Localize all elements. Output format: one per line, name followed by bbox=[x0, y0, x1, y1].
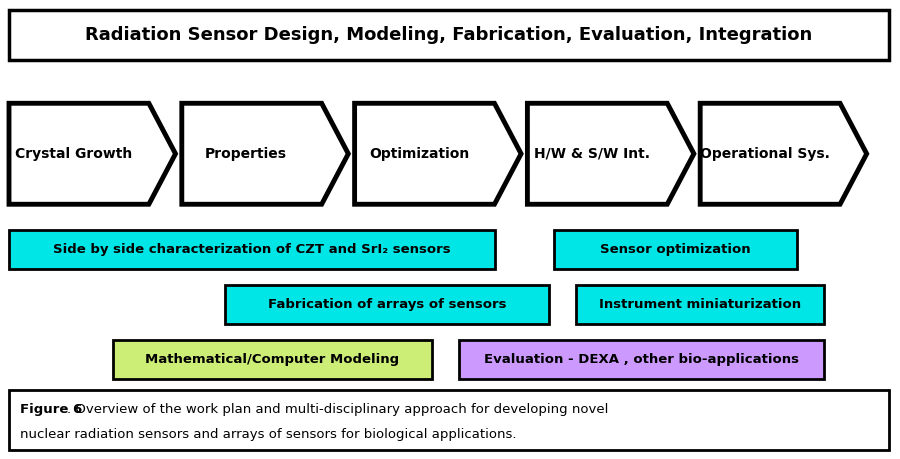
Text: Crystal Growth: Crystal Growth bbox=[14, 147, 132, 161]
Text: Fabrication of arrays of sensors: Fabrication of arrays of sensors bbox=[268, 297, 506, 311]
FancyBboxPatch shape bbox=[9, 230, 495, 269]
FancyBboxPatch shape bbox=[554, 230, 796, 269]
Polygon shape bbox=[182, 103, 348, 204]
Text: Figure 6: Figure 6 bbox=[20, 403, 82, 416]
Text: Operational Sys.: Operational Sys. bbox=[699, 147, 830, 161]
Text: Instrument miniaturization: Instrument miniaturization bbox=[598, 297, 801, 311]
Text: Properties: Properties bbox=[205, 147, 287, 161]
Text: H/W & S/W Int.: H/W & S/W Int. bbox=[534, 147, 650, 161]
FancyBboxPatch shape bbox=[112, 340, 432, 379]
Text: . Overview of the work plan and multi-disciplinary approach for developing novel: . Overview of the work plan and multi-di… bbox=[67, 403, 608, 416]
FancyBboxPatch shape bbox=[459, 340, 824, 379]
Text: Side by side characterization of CZT and SrI₂ sensors: Side by side characterization of CZT and… bbox=[53, 242, 451, 256]
Text: Sensor optimization: Sensor optimization bbox=[599, 242, 751, 256]
FancyBboxPatch shape bbox=[9, 390, 889, 450]
Text: nuclear radiation sensors and arrays of sensors for biological applications.: nuclear radiation sensors and arrays of … bbox=[20, 428, 517, 442]
Polygon shape bbox=[355, 103, 521, 204]
Polygon shape bbox=[700, 103, 867, 204]
Text: Radiation Sensor Design, Modeling, Fabrication, Evaluation, Integration: Radiation Sensor Design, Modeling, Fabri… bbox=[86, 26, 813, 44]
Polygon shape bbox=[9, 103, 176, 204]
FancyBboxPatch shape bbox=[576, 285, 824, 324]
Text: Evaluation - DEXA , other bio-applications: Evaluation - DEXA , other bio-applicatio… bbox=[484, 353, 799, 366]
Polygon shape bbox=[527, 103, 694, 204]
FancyBboxPatch shape bbox=[9, 10, 889, 60]
Text: Mathematical/Computer Modeling: Mathematical/Computer Modeling bbox=[145, 353, 400, 366]
FancyBboxPatch shape bbox=[225, 285, 549, 324]
Text: Optimization: Optimization bbox=[369, 147, 469, 161]
